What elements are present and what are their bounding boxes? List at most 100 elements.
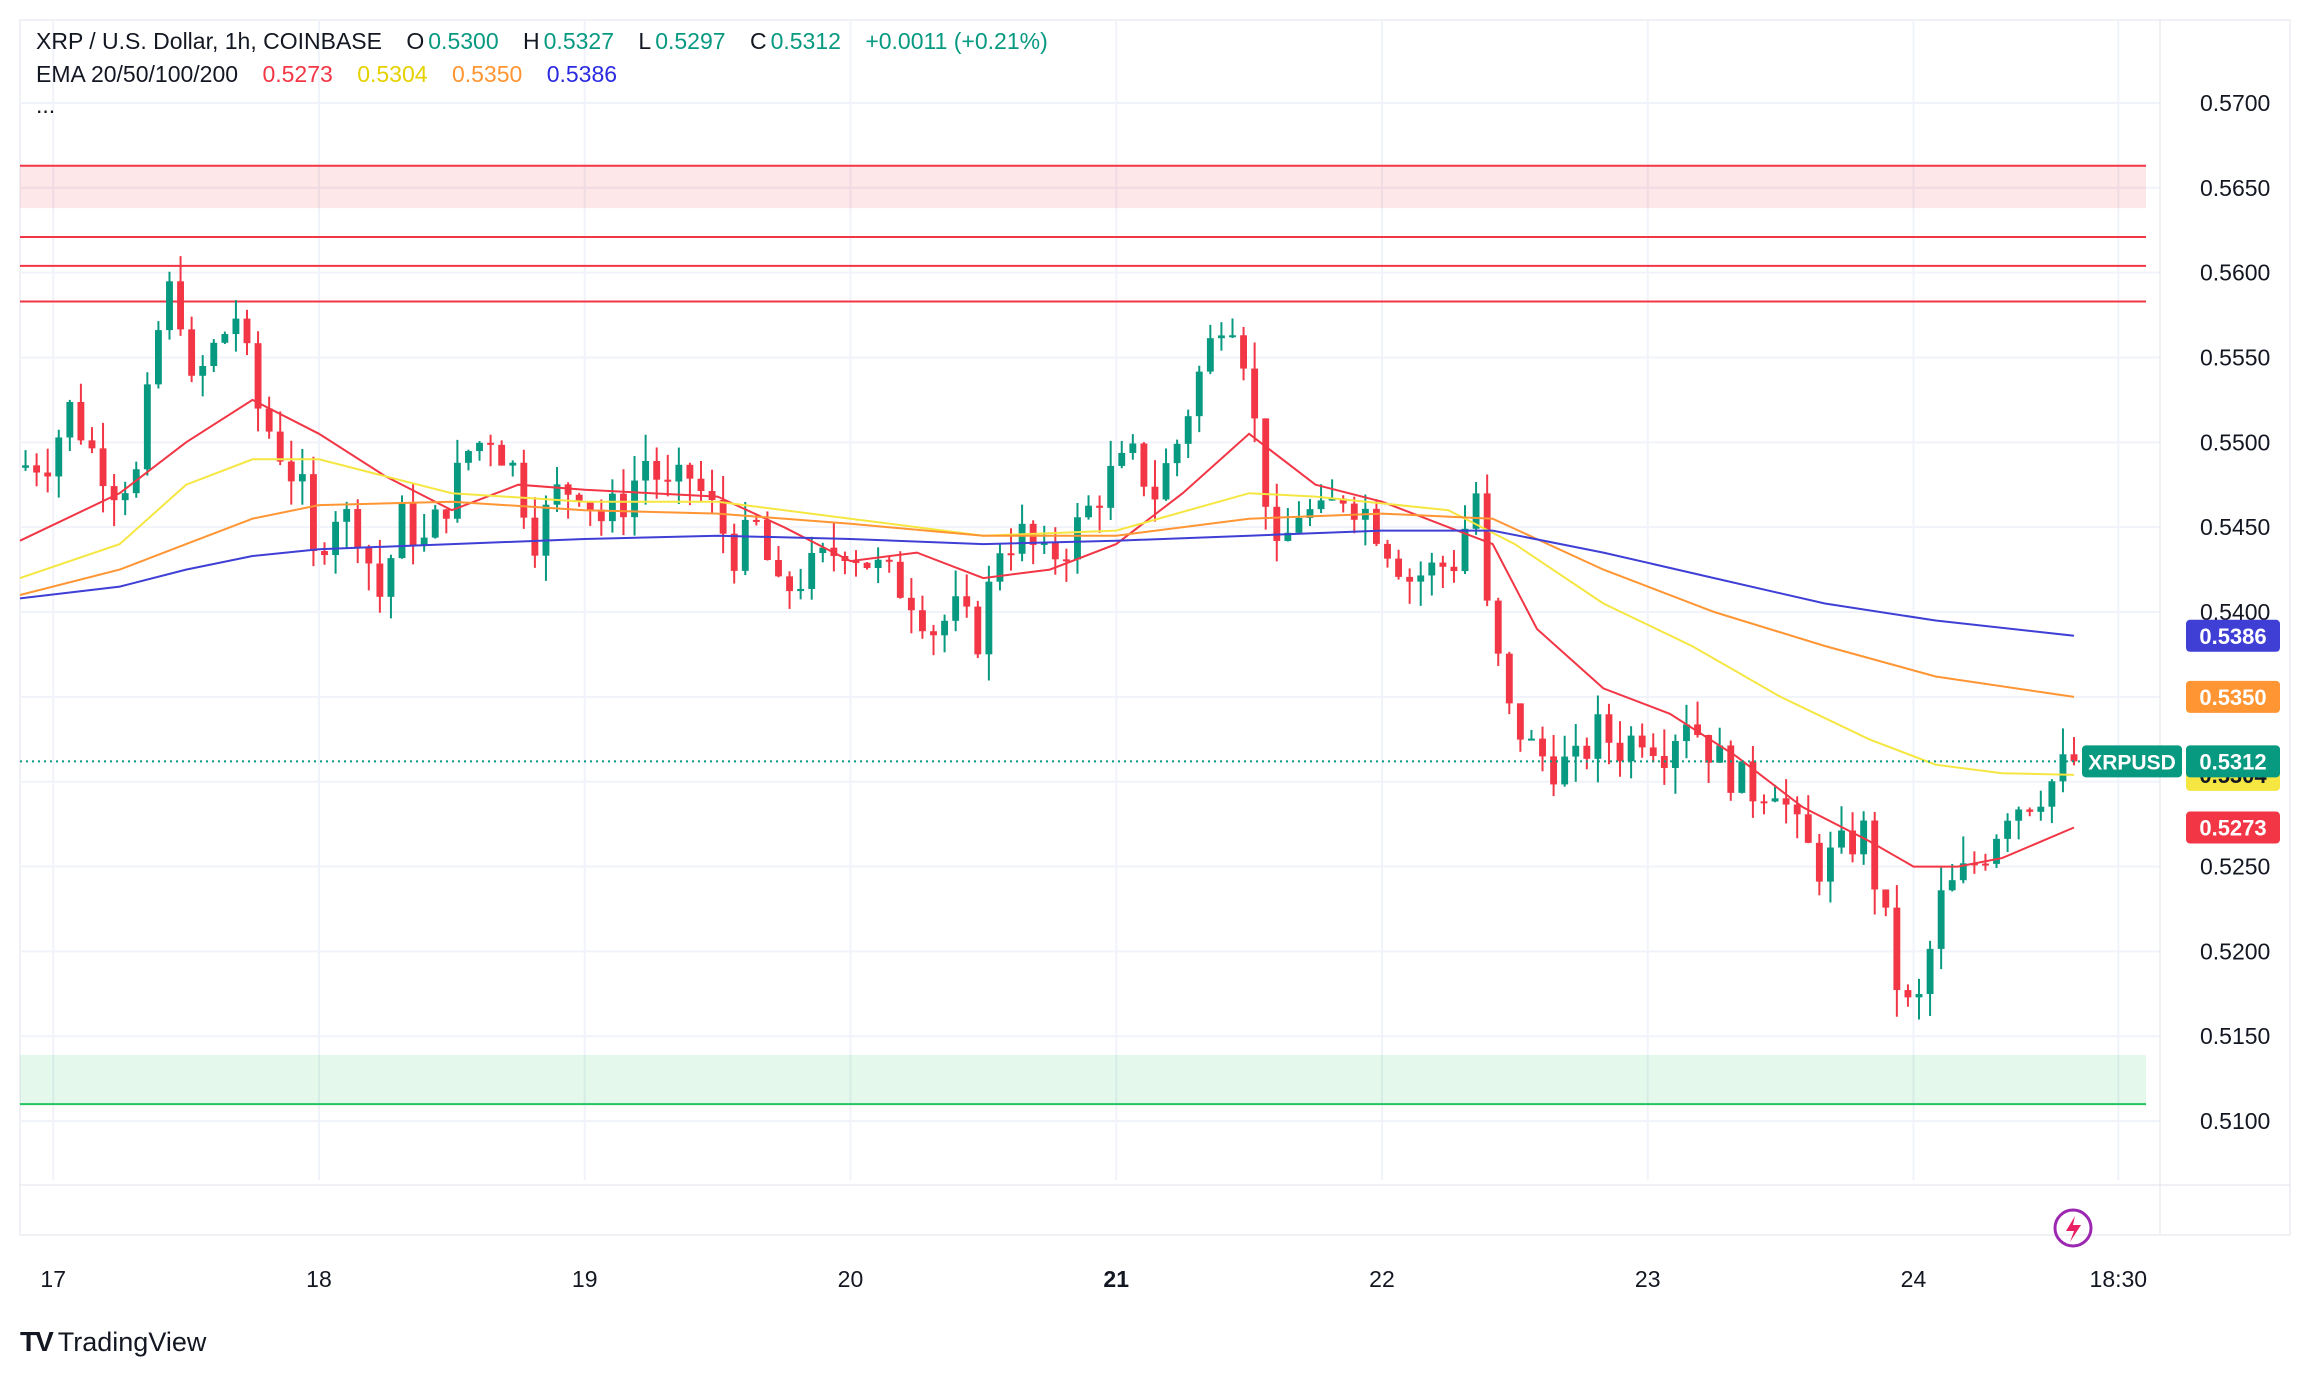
candle-up [1295,517,1303,533]
candle-down [1273,506,1281,541]
candle-up [1572,745,1580,757]
candle-up [453,462,461,519]
candle-down [786,576,794,592]
candle-down [243,318,251,344]
candle-up [143,384,151,470]
candle-down [1384,543,1391,559]
candle-up [1915,994,1923,998]
candle-up [199,366,207,376]
candle-down [1339,498,1347,504]
legend-ema[interactable]: EMA 20/50/100/200 0.5273 0.5304 0.5350 0… [36,61,621,88]
candle-up [1184,416,1192,444]
candle-down [276,431,284,462]
candle-down [930,631,937,636]
candle-down [763,519,771,560]
candle-up [210,342,218,367]
candle-down [1539,738,1546,757]
candle-up [741,519,749,571]
candle-down [664,479,672,482]
candle-up [1461,528,1469,572]
candle-down [1705,735,1713,763]
high-label: H [523,28,540,54]
candle-down [77,401,85,441]
candle-down [1483,493,1491,601]
candle-down [1051,542,1059,560]
candle-down [1372,508,1380,544]
candle-up [2015,809,2023,821]
candle-down [1439,562,1447,567]
candle-down [531,517,539,556]
x-tick-label: 17 [40,1266,66,1292]
candle-up [874,559,882,569]
x-tick-label: 18:30 [2090,1266,2148,1292]
ema20-badge [2186,811,2280,844]
candle-down [852,561,860,564]
y-tick-label: 0.5500 [2200,429,2270,455]
candle-up [1826,847,1834,882]
candle-down [1605,714,1613,743]
candle-down [1406,576,1414,582]
candle-down [1583,745,1591,759]
candle-up [1040,542,1048,545]
candle-down [653,460,661,480]
tradingview-logo[interactable]: TV TradingView [20,1326,206,1358]
candle-down [919,610,926,632]
candle-down [697,478,705,491]
candle-down [1096,505,1104,508]
legend-more[interactable]: ... [36,92,59,119]
candle-down [177,281,184,330]
candle-up [797,588,805,592]
x-tick-label: 18 [306,1266,332,1292]
candle-up [1306,509,1314,518]
candle-down [1151,486,1159,500]
replay-icon[interactable] [2053,1208,2093,1248]
candle-down [188,329,196,376]
tradingview-logo-icon: TV [20,1326,54,1357]
ema-label: EMA 20/50/100/200 [36,61,239,87]
candle-up [1738,761,1746,793]
more-indicators[interactable]: ... [36,92,56,118]
candle-down [1760,801,1768,804]
candle-down [376,563,384,597]
candle-up [1771,798,1779,802]
candle-down [1638,735,1646,748]
candle-up [631,480,638,518]
candle-down [354,509,362,548]
ema100-line [19,500,2075,698]
candle-up [66,401,74,438]
candle-up [1206,338,1214,372]
candle-up [1627,735,1635,762]
last-price-tag [2082,745,2182,778]
candle-up [1561,756,1569,785]
candle-up [398,502,406,559]
candle-up [608,493,616,522]
x-tick-label: 24 [1901,1266,1927,1292]
candle-down [620,493,627,518]
x-tick-label: 19 [572,1266,598,1292]
ema200-value: 0.5386 [546,61,618,87]
ema200-badge-value: 0.5386 [2199,624,2266,649]
candle-up [1118,452,1126,466]
candle-up [55,437,63,477]
candle-up [1085,505,1092,518]
low-value: 0.5297 [655,28,726,54]
candle-up [387,558,395,597]
candle-down [974,606,982,655]
candle-down [1140,443,1148,487]
x-tick-label: 21 [1103,1266,1129,1292]
symbol-title: XRP / U.S. Dollar, 1h, COINBASE [36,28,382,54]
ema200-line [19,529,2075,637]
candle-up [675,464,683,482]
candle-down [775,559,782,577]
open-label: O [406,28,425,54]
candle-down [963,596,971,607]
candle-up [1937,890,1945,949]
ema20-badge-value: 0.5273 [2199,816,2266,841]
candle-up [952,596,960,621]
candle-up [509,462,517,466]
candle-down [597,509,605,522]
candle-down [1982,863,1989,866]
candle-down [1240,335,1247,369]
candle-up [1926,948,1934,995]
